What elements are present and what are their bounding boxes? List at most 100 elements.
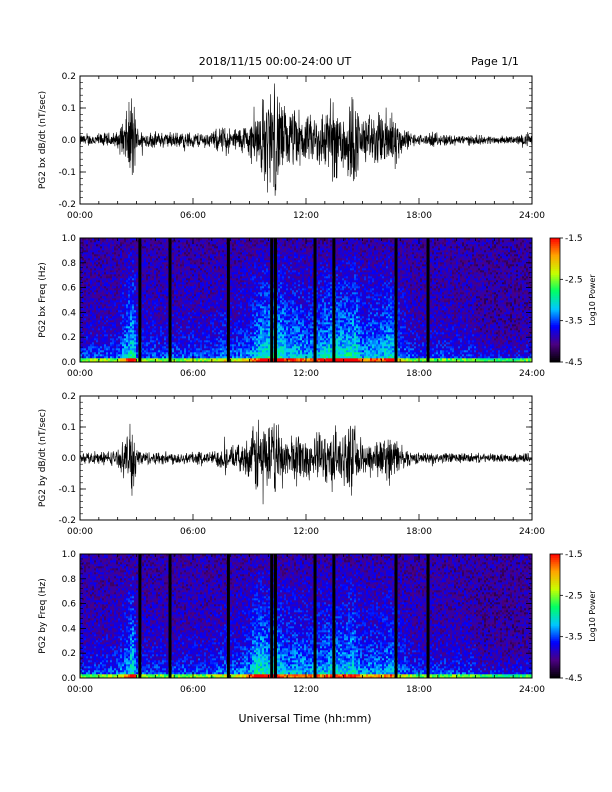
- spectrogram-cell: [162, 256, 165, 259]
- spectrogram-cell: [194, 304, 197, 307]
- spectrogram-cell: [198, 322, 201, 325]
- spectrogram-cell: [98, 342, 101, 345]
- spectrogram-cell: [214, 326, 217, 329]
- spectrogram-cell: [152, 290, 155, 293]
- spectrogram-cell: [198, 272, 201, 275]
- spectrogram-cell: [86, 302, 89, 305]
- spectrogram-cell: [148, 294, 151, 297]
- spectrogram-cell: [210, 344, 213, 347]
- spectrogram-cell: [218, 310, 221, 313]
- spectrogram-cell: [220, 352, 223, 355]
- spectrogram-cell: [104, 284, 107, 287]
- spectrogram-cell: [174, 352, 177, 355]
- spectrogram-cell: [224, 258, 227, 261]
- spectrogram-cell: [230, 246, 233, 249]
- spectrogram-cell: [86, 304, 89, 307]
- spectrogram-cell: [178, 324, 181, 327]
- spectrogram-cell: [234, 274, 237, 277]
- spectrogram-cell: [222, 248, 225, 251]
- spectrogram-cell: [192, 332, 195, 335]
- spectrogram-cell: [192, 266, 195, 269]
- spectrogram-cell: [116, 314, 119, 317]
- spectrogram-cell: [224, 348, 227, 351]
- spectrogram-cell: [202, 360, 205, 363]
- spectrogram-cell: [146, 326, 149, 329]
- spectrogram-cell: [98, 282, 101, 285]
- spectrogram-cell: [214, 346, 217, 349]
- spectrogram-cell: [124, 294, 127, 297]
- spectrogram-cell: [206, 344, 209, 347]
- spectrogram-cell: [126, 242, 129, 245]
- spectrogram-cell: [158, 262, 161, 265]
- spectrogram-cell: [106, 332, 109, 335]
- spectrogram-cell: [162, 302, 165, 305]
- spectrogram-cell: [222, 350, 225, 353]
- spectrogram-cell: [154, 240, 157, 243]
- spectrogram-cell: [80, 334, 83, 337]
- spectrogram-cell: [108, 338, 111, 341]
- spectrogram-cell: [190, 298, 193, 301]
- spectrogram-cell: [160, 306, 163, 309]
- spectrogram-cell: [174, 244, 177, 247]
- spectrogram-cell: [198, 258, 201, 261]
- spectrogram-cell: [82, 334, 85, 337]
- spectrogram-cell: [236, 282, 239, 285]
- spectrogram-cell: [94, 252, 97, 255]
- spectrogram-cell: [204, 256, 207, 259]
- spectrogram-cell: [190, 274, 193, 277]
- spectrogram-cell: [110, 334, 113, 337]
- spectrogram-cell: [196, 340, 199, 343]
- spectrogram-cell: [184, 308, 187, 311]
- spectrogram-cell: [146, 254, 149, 257]
- spectrogram-cell: [230, 248, 233, 251]
- spectrogram-cell: [114, 310, 117, 313]
- spectrogram-cell: [212, 280, 215, 283]
- spectrogram-cell: [190, 312, 193, 315]
- spectrogram-cell: [112, 318, 115, 321]
- spectrogram-cell: [102, 342, 105, 345]
- spectrogram-cell: [120, 322, 123, 325]
- spectrogram-cell: [142, 326, 145, 329]
- spectrogram-cell: [220, 284, 223, 287]
- spectrogram-cell: [210, 300, 213, 303]
- spectrogram-cell: [144, 328, 147, 331]
- spectrogram-cell: [128, 332, 131, 335]
- spectrogram-cell: [166, 346, 169, 349]
- spectrogram-cell: [184, 268, 187, 271]
- spectrogram-cell: [196, 300, 199, 303]
- spectrogram-cell: [108, 272, 111, 275]
- spectrogram-cell: [182, 336, 185, 339]
- spectrogram-cell: [136, 308, 139, 311]
- spectrogram-cell: [158, 240, 161, 243]
- spectrogram-cell: [222, 294, 225, 297]
- spectrogram-cell: [120, 264, 123, 267]
- spectrogram-cell: [204, 258, 207, 261]
- spectrogram-cell: [152, 264, 155, 267]
- spectrogram-cell: [204, 360, 207, 363]
- spectrogram-cell: [178, 310, 181, 313]
- spectrogram-cell: [236, 350, 239, 353]
- spectrogram-cell: [160, 254, 163, 257]
- spectrogram-cell: [96, 244, 99, 247]
- spectrogram-cell: [128, 280, 131, 283]
- spectrogram-cell: [122, 346, 125, 349]
- spectrogram-cell: [128, 356, 131, 359]
- spectrogram-cell: [204, 240, 207, 243]
- spectrogram-cell: [230, 272, 233, 275]
- spectrogram-cell: [124, 262, 127, 265]
- spectrogram-cell: [132, 340, 135, 343]
- spectrogram-cell: [94, 344, 97, 347]
- spectrogram-cell: [178, 262, 181, 265]
- spectrogram-cell: [220, 328, 223, 331]
- spectrogram-cell: [200, 244, 203, 247]
- spectrogram-cell: [152, 278, 155, 281]
- spectrogram-cell: [194, 356, 197, 359]
- spectrogram-cell: [88, 314, 91, 317]
- spectrogram-cell: [108, 332, 111, 335]
- spectrogram-cell: [230, 266, 233, 269]
- spectrogram-cell: [126, 270, 129, 273]
- spectrogram-cell: [214, 258, 217, 261]
- spectrogram-cell: [184, 318, 187, 321]
- spectrogram-cell: [198, 268, 201, 271]
